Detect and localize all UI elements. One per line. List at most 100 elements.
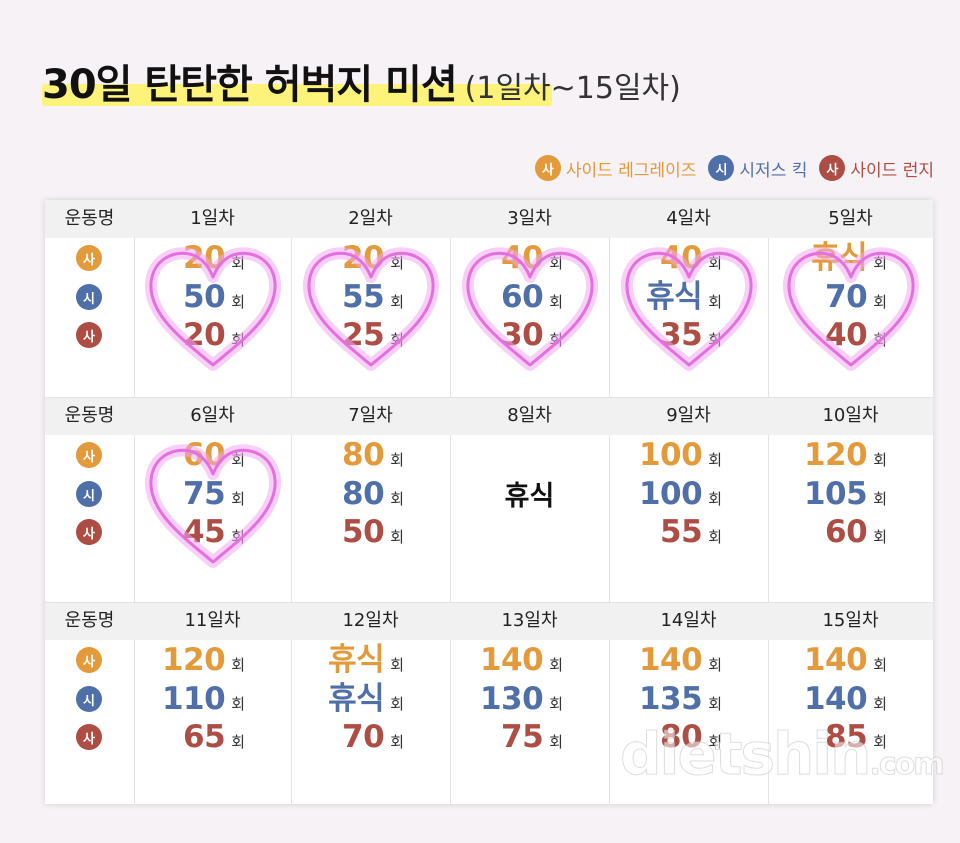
- rep-unit: 회: [873, 331, 887, 349]
- rep-count: 50: [183, 279, 226, 315]
- legend: 사 사이드 레그레이즈 시 시저스 킥 사 사이드 런지: [534, 155, 934, 181]
- rep-count: 55: [342, 279, 385, 315]
- rep-unit: 회: [231, 695, 245, 713]
- rep-value: 110 회: [162, 679, 245, 719]
- rep-unit: 회: [549, 331, 563, 349]
- rep-value: 55 회: [660, 512, 722, 552]
- rep-count: 135: [638, 681, 703, 717]
- badge-icon: 시: [76, 284, 102, 310]
- rep-value: 40 회: [825, 315, 887, 355]
- column-divider: [134, 200, 135, 804]
- rep-count: 40: [825, 317, 868, 353]
- rep-unit: 회: [390, 528, 404, 546]
- header-row: 운동명 1일차 2일차 3일차 4일차 5일차: [45, 200, 933, 238]
- row-label: 운동명: [64, 405, 115, 426]
- day-cell: 140 회 130 회 75 회: [450, 602, 609, 804]
- rep-unit: 회: [708, 528, 722, 546]
- rep-count: 60: [183, 437, 226, 473]
- rep-value: 105 회: [804, 474, 887, 514]
- rep-unit: 회: [390, 490, 404, 508]
- rep-unit: 회: [708, 331, 722, 349]
- rep-unit: 회: [873, 451, 887, 469]
- rep-unit: 회: [873, 293, 887, 311]
- header-row: 운동명 6일차 7일차 8일차 9일차 10일차: [45, 397, 933, 435]
- rep-unit: 회: [390, 451, 404, 469]
- rep-value: 120 회: [162, 640, 245, 680]
- rep-unit: 회: [549, 733, 563, 751]
- rep-unit: 회: [549, 695, 563, 713]
- rep-value: 50 회: [342, 512, 404, 552]
- rep-value: 휴식 회: [646, 277, 722, 317]
- legend-label: 사이드 런지: [850, 160, 934, 181]
- rep-value: 30 회: [501, 315, 563, 355]
- rep-unit: 회: [873, 490, 887, 508]
- day-cell: 20 회 50 회 20 회: [134, 200, 291, 397]
- rep-count: 35: [660, 317, 703, 353]
- rep-count: 40: [660, 240, 703, 276]
- rep-value: 40 회: [501, 238, 563, 278]
- rep-count: 105: [803, 476, 868, 512]
- rep-unit: 회: [873, 733, 887, 751]
- day-cell: 휴식 회 70 회 40 회: [768, 200, 933, 397]
- day-cell: 120 회 105 회 60 회: [768, 397, 933, 602]
- rep-value: 60 회: [183, 435, 245, 475]
- rep-unit: 회: [390, 331, 404, 349]
- rep-unit: 회: [390, 695, 404, 713]
- badge-icon: 사: [76, 245, 102, 271]
- rep-value: 65 회: [183, 717, 245, 757]
- rep-value: 20 회: [342, 238, 404, 278]
- rep-value: 100 회: [639, 435, 722, 475]
- header-row: 운동명 11일차 12일차 13일차 14일차 15일차: [45, 602, 933, 640]
- day-header: 4일차: [666, 208, 711, 229]
- day-header: 5일차: [828, 208, 873, 229]
- rep-count: 휴식: [328, 681, 385, 717]
- rep-value: 25 회: [342, 315, 404, 355]
- rep-value: 80 회: [660, 717, 722, 757]
- rep-count: 40: [501, 240, 544, 276]
- day-cell: 40 회 휴식 회 35 회: [609, 200, 768, 397]
- rep-value: 80 회: [342, 474, 404, 514]
- day-header: 15일차: [822, 610, 879, 631]
- day-header: 7일차: [348, 405, 393, 426]
- rep-value: 35 회: [660, 315, 722, 355]
- day-header: 14일차: [660, 610, 717, 631]
- rep-unit: 회: [708, 733, 722, 751]
- rep-value: 140 회: [804, 679, 887, 719]
- day-header: 1일차: [190, 208, 235, 229]
- legend-label: 사이드 레그레이즈: [565, 160, 697, 181]
- day-header: 11일차: [184, 610, 241, 631]
- rep-unit: 회: [708, 695, 722, 713]
- rep-value: 45 회: [183, 512, 245, 552]
- rep-value: 135 회: [639, 679, 722, 719]
- rep-count: 110: [161, 681, 226, 717]
- title-sub: (1일차~15일차): [464, 71, 681, 106]
- rep-unit: 회: [549, 254, 563, 272]
- title-main: 30일 탄탄한 허벅지 미션: [42, 62, 458, 108]
- rep-count: 25: [342, 317, 385, 353]
- rep-unit: 회: [231, 331, 245, 349]
- column-divider: [609, 200, 610, 804]
- rep-count: 70: [825, 279, 868, 315]
- rep-value: 140 회: [639, 640, 722, 680]
- badge-icon: 사: [534, 155, 561, 181]
- day-cell: 40 회 60 회 30 회: [450, 200, 609, 397]
- row-label: 운동명: [64, 610, 115, 631]
- day-header: 9일차: [666, 405, 711, 426]
- rep-count: 20: [342, 240, 385, 276]
- day-cell: 140 회 140 회 85 회: [768, 602, 933, 804]
- rep-count: 55: [660, 514, 703, 550]
- rep-value: 140 회: [480, 640, 563, 680]
- rep-unit: 회: [549, 656, 563, 674]
- badge-icon: 사: [76, 442, 102, 468]
- rep-count: 75: [501, 719, 544, 755]
- rep-count: 140: [803, 642, 868, 678]
- day-cell: 120 회 110 회 65 회: [134, 602, 291, 804]
- rep-count: 45: [183, 514, 226, 550]
- badge-icon: 시: [76, 686, 102, 712]
- rep-value: 130 회: [480, 679, 563, 719]
- rep-count: 130: [479, 681, 544, 717]
- rep-value: 휴식 회: [811, 238, 887, 278]
- day-header: 2일차: [348, 208, 393, 229]
- column-divider: [768, 200, 769, 804]
- rep-unit: 회: [873, 695, 887, 713]
